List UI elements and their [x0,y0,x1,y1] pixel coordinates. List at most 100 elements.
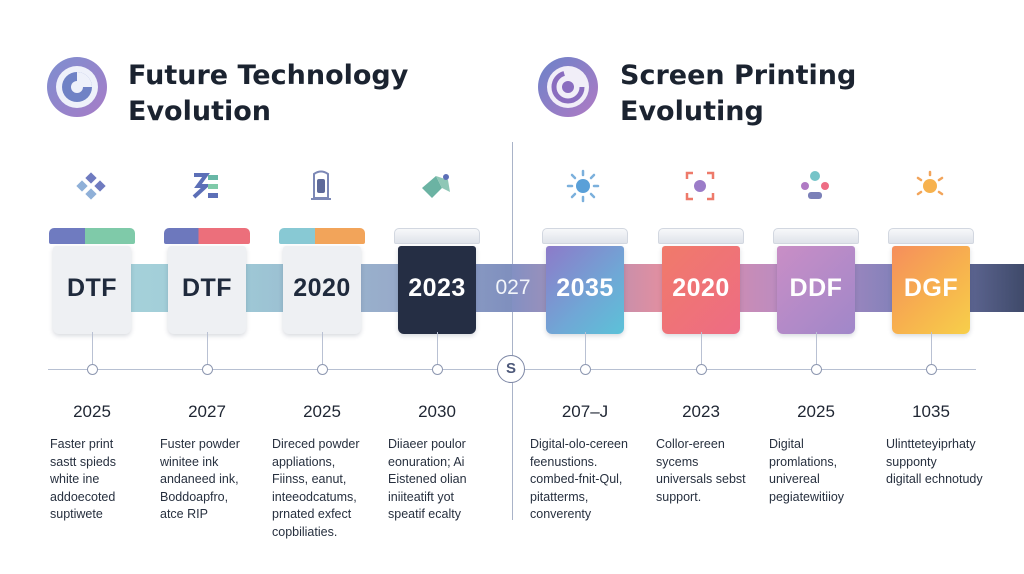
milestone-label: 2035 [556,274,614,302]
target-ring-icon [538,57,598,117]
description-line: speatif ecalty [388,507,461,521]
milestone-cup: DGF [892,246,970,334]
timeline-dot [811,364,822,375]
description-line: sycems [656,454,699,469]
milestone-label: DTF [66,274,118,302]
canister-icon [311,170,331,200]
section-divider [512,142,513,520]
description-line: promlations, [769,454,838,469]
description-line: Eistened olian [388,472,467,486]
milestone-year: 207–J [561,402,609,421]
cup-cap [888,228,974,244]
description-line: copbiliaties. [272,524,338,539]
description-line: Ulintteteyiprhaty [886,437,976,451]
description-line: inteeodcatums, [272,489,357,504]
description-line: feenustions. [530,454,598,469]
milestone-description: Digital promlations, univereal pegiatewi… [769,436,844,506]
timeline-stem [207,332,208,369]
milestone-year: 2025 [797,402,835,421]
focus-frame-icon [685,171,715,201]
right-header [537,56,599,123]
right-title-line2: Evoluting [620,96,764,127]
description-line: Direced powder [272,437,360,451]
milestone-year: 2025 [73,402,111,421]
milestone-description: Direced powder appliations, Fiinss, eanu… [272,436,360,541]
pie-chart-icon [47,57,107,117]
milestone-description: Diiaeer poulor eonuration; Ai Eistened o… [388,436,467,524]
printer-leaf-icon [422,174,450,198]
description-line: Boddoapfro, [160,489,229,504]
milestone-cup: DTF [168,246,246,334]
timeline-stem [816,332,817,369]
description-line: pitatterms, [530,489,589,504]
description-line: prnated exfect [272,507,352,521]
timeline-dot [580,364,591,375]
description-line: atce RIP [160,507,208,521]
description-line: addoecoted [50,489,116,504]
milestone-cup: 2035 [546,246,624,334]
milestone-year: 1035 [912,402,950,421]
milestone-cup: 2023 [398,246,476,334]
milestone-description: Fuster powder winitee ink andaneed ink, … [160,436,240,524]
right-title: Screen Printing Evoluting [620,58,856,130]
milestone-label: 2023 [408,274,466,302]
cup-cap [542,228,628,244]
timeline-stem [585,332,586,369]
left-title: Future Technology Evolution [128,58,408,130]
description-line: appliations, [272,454,336,469]
timeline-dot [317,364,328,375]
timeline-dot [87,364,98,375]
timeline-dot [202,364,213,375]
timeline-stem [931,332,932,369]
timeline-dot [926,364,937,375]
description-line: eonuration; Ai [388,454,465,469]
cup-cap [164,228,250,244]
description-line: Digital-olo-cereen [530,437,628,451]
dots-group-icon [801,171,829,199]
milestone-year: 2030 [418,402,456,421]
description-line: andaneed ink, [160,472,239,486]
description-line: Fiinss, eanut, [272,472,347,486]
milestone-year: 2025 [303,402,341,421]
description-line: Diiaeer poulor [388,437,466,451]
sun-icon [566,169,600,203]
description-line: converenty [530,507,592,521]
description-line: Collor-ereen [656,437,725,451]
milestone-label: DDF [789,274,843,302]
cup-cap [658,228,744,244]
left-title-line2: Evolution [128,96,272,127]
description-line: supponty [886,454,937,469]
milestone-year: 2023 [682,402,720,421]
milestone-year: 2027 [188,402,226,421]
zigzag-bars-icon [192,173,218,199]
left-header [46,56,108,123]
description-line: iniiteatift yot [388,489,455,504]
milestone-cup: 2020 [283,246,361,334]
description-line: pegiatewitiioy [769,489,845,504]
description-line: winitee ink [160,454,219,469]
description-line: combed-fnit-Qul, [530,472,623,486]
description-line: Digital [769,437,804,451]
milestone-label: DTF [181,274,233,302]
description-line: universals sebst [656,472,746,486]
timeline-dot [696,364,707,375]
milestone-description: Digital-olo-cereen feenustions. combed-f… [530,436,628,524]
description-line: Faster print [50,437,114,451]
cup-cap [394,228,480,244]
timeline-dot [432,364,443,375]
center-badge: S [497,355,525,383]
milestone-description: Faster print sastt spieds white ine addo… [50,436,116,524]
timeline-stem [437,332,438,369]
description-line: suptiwete [50,507,103,521]
milestone-cup: DTF [53,246,131,334]
cup-cap [773,228,859,244]
cup-cap [49,228,135,244]
right-title-line1: Screen Printing [620,60,857,91]
description-line: support. [656,489,702,504]
timeline-stem [322,332,323,369]
left-title-line1: Future Technology [128,60,409,91]
milestone-cup: DDF [777,246,855,334]
description-line: Fuster powder [160,437,240,451]
sunburst-icon [916,170,944,196]
milestone-description: Ulintteteyiprhaty supponty digitall echn… [886,436,983,489]
